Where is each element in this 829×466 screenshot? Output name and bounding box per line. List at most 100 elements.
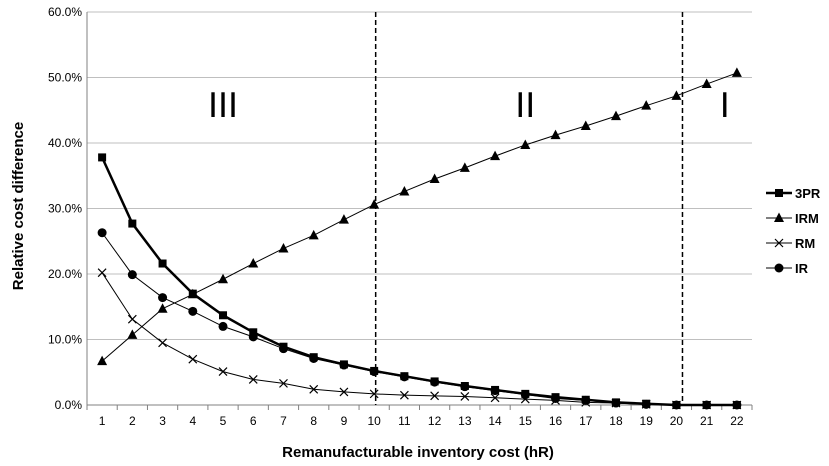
data-point-square <box>219 311 227 319</box>
data-point-circle <box>309 354 318 363</box>
data-point-triangle <box>702 79 712 89</box>
x-tick-label: 2 <box>129 414 136 428</box>
data-point-circle <box>249 332 258 341</box>
data-point-triangle <box>248 258 258 268</box>
region-label: III <box>208 86 238 126</box>
data-point-circle <box>672 401 681 410</box>
data-point-triangle <box>278 243 288 253</box>
data-point-circle <box>702 401 711 410</box>
series-line <box>102 157 737 405</box>
data-point-circle <box>339 361 348 370</box>
x-tick-label: 11 <box>398 414 411 428</box>
y-tick-label: 40.0% <box>48 136 82 150</box>
x-tick-label: 22 <box>730 414 744 428</box>
data-point-x <box>128 315 136 323</box>
data-point-circle <box>581 396 590 405</box>
data-point-circle <box>158 293 167 302</box>
x-axis-title: Remanufacturable inventory cost (hR) <box>282 444 554 461</box>
x-tick-label: 5 <box>220 414 227 428</box>
x-tick-label: 13 <box>458 414 472 428</box>
y-axis-title: Relative cost difference <box>10 122 27 290</box>
data-point-triangle <box>369 199 379 209</box>
y-tick-label: 20.0% <box>48 267 82 281</box>
legend-label: IR <box>795 261 809 276</box>
y-tick-label: 30.0% <box>48 202 82 216</box>
data-point-triangle <box>490 151 500 161</box>
data-point-circle <box>551 394 560 403</box>
data-point-circle <box>430 378 439 387</box>
data-point-square <box>159 260 167 268</box>
x-tick-label: 8 <box>310 414 317 428</box>
x-tick-label: 4 <box>189 414 196 428</box>
data-point-circle <box>732 401 741 410</box>
x-tick-label: 6 <box>250 414 257 428</box>
region-labels: III II I <box>208 86 730 126</box>
data-point-x <box>189 355 197 363</box>
data-point-triangle <box>774 213 784 223</box>
data-point-circle <box>521 390 530 399</box>
data-point-circle <box>188 307 197 316</box>
data-point-circle <box>460 382 469 391</box>
data-point-square <box>98 153 106 161</box>
data-point-square <box>128 220 136 228</box>
x-tick-label: 15 <box>519 414 533 428</box>
legend-label: IRM <box>795 211 819 226</box>
data-point-circle <box>611 399 620 408</box>
data-point-triangle <box>460 162 470 172</box>
data-point-circle <box>128 270 137 279</box>
x-tick-label: 12 <box>428 414 442 428</box>
y-tick-label: 50.0% <box>48 71 82 85</box>
series-lines <box>97 67 742 409</box>
data-point-triangle <box>339 214 349 224</box>
legend-label: RM <box>795 236 815 251</box>
series-line <box>102 73 737 361</box>
x-tick-label: 7 <box>280 414 287 428</box>
series-irm <box>97 67 742 365</box>
x-tick-label: 17 <box>579 414 593 428</box>
data-point-triangle <box>218 274 228 284</box>
x-tick-label: 18 <box>609 414 623 428</box>
data-point-triangle <box>399 186 409 196</box>
data-point-triangle <box>671 90 681 100</box>
y-tick-label: 60.0% <box>48 5 82 19</box>
region-label: I <box>720 86 730 126</box>
data-point-circle <box>98 228 107 237</box>
x-tick-label: 14 <box>488 414 502 428</box>
x-tick-label: 16 <box>549 414 563 428</box>
data-point-triangle <box>430 174 440 184</box>
data-point-triangle <box>97 356 107 366</box>
axes: 0.0%10.0%20.0%30.0%40.0%50.0%60.0%1 2 3 4 5 6… <box>48 5 752 428</box>
data-point-circle <box>219 322 228 331</box>
legend-item-3pr: 3PR <box>766 186 821 201</box>
data-point-triangle <box>127 329 137 339</box>
data-point-triangle <box>309 230 319 240</box>
y-tick-label: 10.0% <box>48 333 82 347</box>
series-3pr <box>98 153 741 409</box>
x-tick-label: 21 <box>700 414 714 428</box>
x-tick-label: 19 <box>640 414 654 428</box>
data-point-circle <box>370 367 379 376</box>
y-tick-label: 0.0% <box>55 398 83 412</box>
data-point-circle <box>642 400 651 409</box>
x-tick-label: 10 <box>367 414 381 428</box>
data-point-circle <box>775 264 784 273</box>
data-point-triangle <box>732 67 742 77</box>
data-point-triangle <box>158 303 168 313</box>
data-point-circle <box>400 372 409 381</box>
legend-item-rm: RM <box>766 236 815 251</box>
data-point-circle <box>279 344 288 353</box>
series-line <box>102 233 737 405</box>
legend-item-ir: IR <box>766 261 809 276</box>
x-tick-label: 20 <box>670 414 684 428</box>
region-label: II <box>515 86 535 126</box>
legend: 3PR IRM RM IR <box>766 186 821 276</box>
legend-label: 3PR <box>795 186 821 201</box>
x-tick-label: 9 <box>341 414 348 428</box>
data-point-square <box>775 189 783 197</box>
data-point-circle <box>491 386 500 395</box>
x-tick-label: 3 <box>159 414 166 428</box>
x-tick-label: 1 <box>99 414 106 428</box>
grid-lines <box>87 12 752 340</box>
data-point-x <box>219 368 227 376</box>
